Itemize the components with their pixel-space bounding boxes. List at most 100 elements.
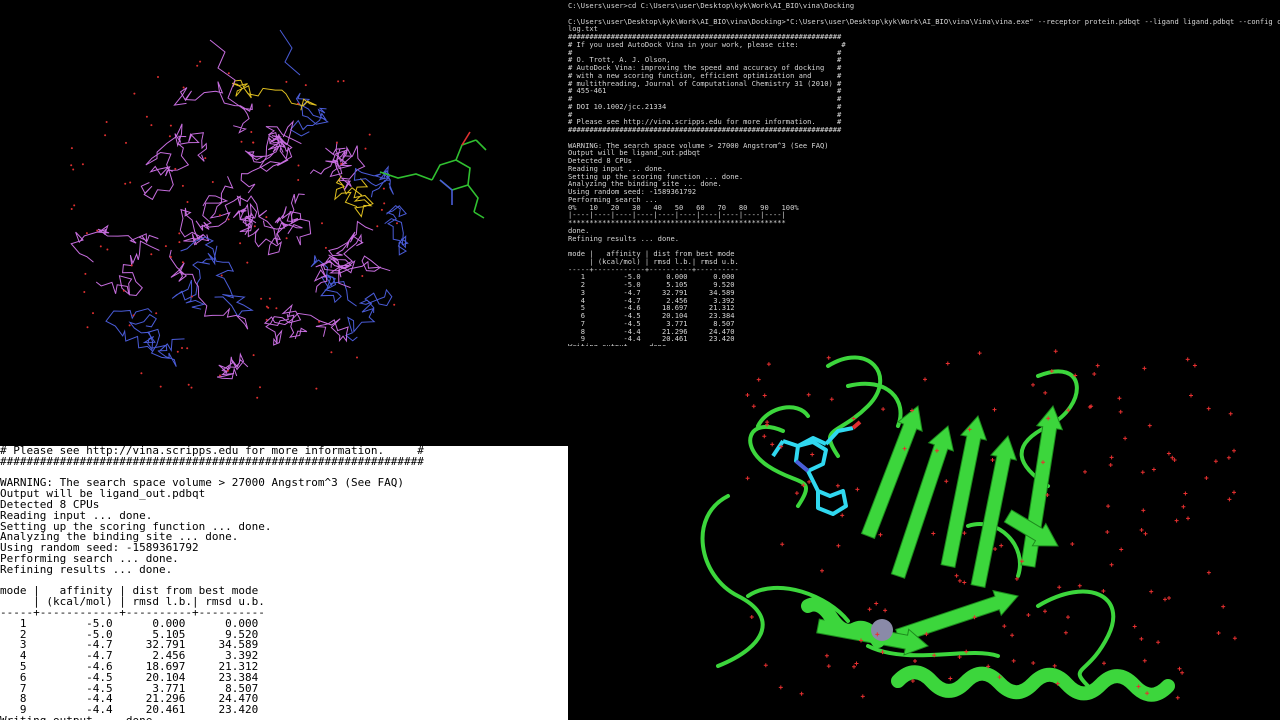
ligand-stick <box>473 211 485 219</box>
water-oxygen-dot <box>252 141 255 144</box>
protein-backbone-stick <box>279 29 301 76</box>
water-cross <box>1181 504 1186 509</box>
water-cross <box>1066 408 1071 413</box>
cartoon-beta-strand <box>890 425 955 579</box>
water-oxygen-dot <box>330 351 333 354</box>
water-cross <box>964 649 969 654</box>
terminal-line: Using random seed: -1589361792 <box>568 187 697 196</box>
water-oxygen-dot <box>226 369 229 372</box>
water-oxygen-dot <box>324 246 327 249</box>
terminal-line: | (kcal/mol) | rmsd l.b.| rmsd u.b. <box>568 256 739 266</box>
water-oxygen-dot <box>186 347 189 350</box>
water-cross <box>820 568 824 573</box>
water-cross <box>763 663 768 668</box>
water-oxygen-dot <box>285 80 288 83</box>
water-cross <box>1216 631 1221 635</box>
water-cross <box>765 422 769 427</box>
terminal-line: Writing output ... done. <box>568 343 1280 346</box>
cartoon-loop <box>846 381 903 428</box>
water-cross <box>1053 349 1058 354</box>
zoom-line: mode | affinity | dist from best mode <box>0 584 259 598</box>
water-oxygen-dot <box>297 164 300 167</box>
terminal-line: 7 -4.5 3.771 8.507 <box>568 318 735 328</box>
water-oxygen-dot <box>259 386 261 389</box>
water-cross <box>1163 597 1167 602</box>
cartoon-beta-strand <box>860 405 923 540</box>
cartoon-loop <box>1036 589 1116 688</box>
water-oxygen-dot <box>145 115 148 118</box>
terminal-line: # # <box>568 109 842 119</box>
water-oxygen-dot <box>182 86 185 89</box>
water-oxygen-dot <box>250 131 253 133</box>
protein-cartoon-viewer[interactable] <box>568 346 1280 720</box>
water-cross <box>826 664 831 669</box>
terminal-line: Reading input ... done. <box>568 163 667 173</box>
water-cross <box>1170 455 1175 460</box>
water-oxygen-dot <box>155 312 158 315</box>
terminal-line: 0% 10 20 30 40 50 60 70 80 90 100% <box>568 202 799 212</box>
water-oxygen-dot <box>297 102 299 105</box>
water-cross <box>1221 604 1226 609</box>
vina-terminal-window[interactable]: C:\Users\user>cd C:\Users\user\Desktop\k… <box>568 0 1280 346</box>
terminal-line: # If you used AutoDock Vina in your work… <box>568 39 846 49</box>
protein-backbone-stick <box>232 202 258 233</box>
zoom-line: Writing output ... done. <box>0 715 568 720</box>
water-cross <box>1019 559 1024 564</box>
water-cross <box>880 650 885 655</box>
water-cross <box>826 355 831 360</box>
water-cross <box>835 483 840 488</box>
water-cross <box>1149 589 1154 594</box>
water-cross <box>1087 405 1092 409</box>
protein-backbone-stick <box>267 133 293 167</box>
water-cross <box>1045 493 1050 497</box>
water-cross <box>745 476 750 481</box>
protein-backbone-stick <box>240 126 302 194</box>
water-oxygen-dot <box>393 303 396 306</box>
water-cross <box>801 483 806 488</box>
water-cross <box>779 444 784 449</box>
water-cross <box>762 393 767 398</box>
terminal-line: 6 -4.5 20.104 23.384 <box>568 311 735 320</box>
water-oxygen-dot <box>219 374 221 377</box>
terminal-line: # # <box>568 47 842 57</box>
terminal-line: Analyzing the binding site ... done. <box>568 179 722 189</box>
zoom-line: 3 -4.7 32.791 34.589 <box>0 638 259 652</box>
zoom-line: 5 -4.6 18.697 21.312 <box>0 659 259 673</box>
water-oxygen-dot <box>83 291 86 293</box>
zoom-line: Analyzing the binding site ... done. <box>0 530 239 544</box>
water-cross <box>1192 363 1197 368</box>
protein-backbone-stick <box>173 81 253 134</box>
ligand-stick <box>431 159 471 191</box>
zoom-line: Performing search ... done. <box>0 551 179 565</box>
water-cross <box>1101 589 1106 593</box>
protein-stick-viewer[interactable] <box>0 0 568 446</box>
water-oxygen-dot <box>178 241 181 244</box>
water-cross <box>1213 459 1218 464</box>
water-cross <box>992 407 997 412</box>
water-cross <box>875 632 880 637</box>
water-oxygen-dot <box>178 232 181 235</box>
water-cross <box>1055 681 1060 686</box>
protein-backbone-stick <box>180 236 254 318</box>
water-cross <box>948 676 953 681</box>
zoom-line: | (kcal/mol) | rmsd l.b.| rmsd u.b. <box>0 595 265 609</box>
terminal-line: Output will be ligand_out.pdbqt <box>568 148 701 158</box>
water-oxygen-dot <box>246 261 249 264</box>
water-cross <box>1141 508 1146 513</box>
water-cross <box>1145 691 1150 696</box>
terminal-line: 5 -4.6 18.697 21.312 <box>568 303 735 313</box>
water-cross <box>749 615 754 619</box>
water-cross <box>1073 373 1078 378</box>
water-oxygen-dot <box>382 187 385 190</box>
water-cross <box>829 397 834 402</box>
water-cross <box>1185 357 1190 362</box>
protein-backbone-stick <box>310 255 357 307</box>
water-cross <box>794 491 799 496</box>
water-cross <box>1118 409 1123 414</box>
terminal-line: |----|----|----|----|----|----|----|----… <box>568 210 786 220</box>
water-cross <box>1105 530 1110 534</box>
zoom-line: Setting up the scoring function ... done… <box>0 519 272 533</box>
protein-backbone-stick <box>171 245 218 310</box>
water-cross <box>745 393 750 397</box>
ligand-stick <box>439 179 453 205</box>
